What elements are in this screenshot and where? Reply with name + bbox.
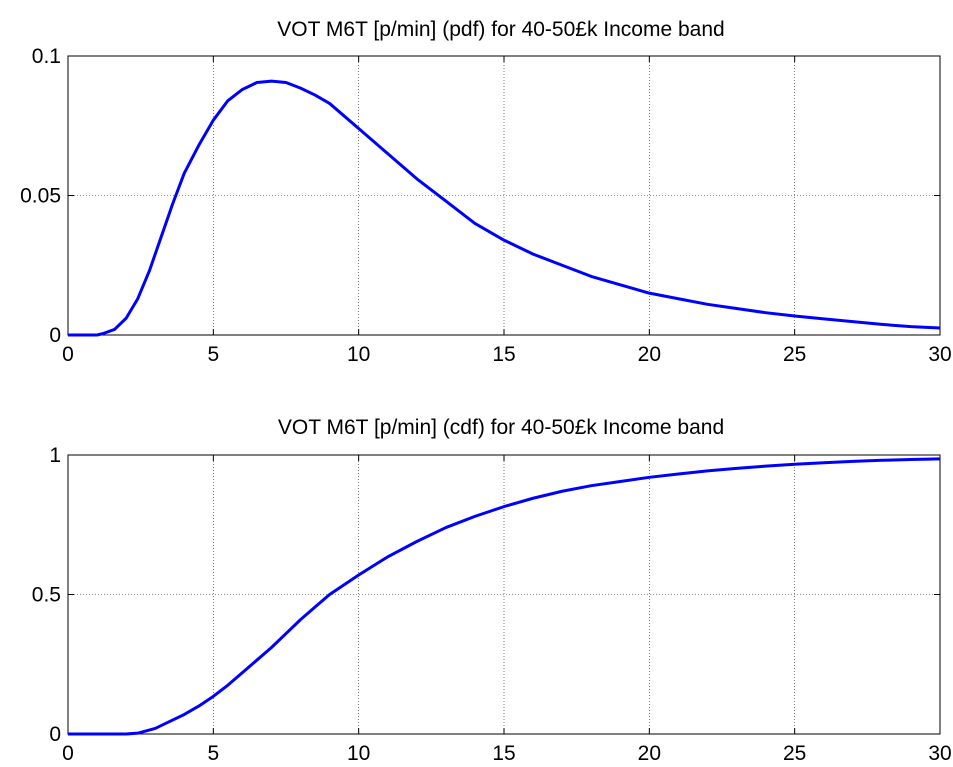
pdf-x-tick-label: 0 [62, 343, 74, 366]
cdf-chart: VOT M6T [p/min] (cdf) for 40-50£k Income… [32, 416, 952, 765]
pdf-x-tick-label: 10 [347, 343, 370, 366]
pdf-x-tick-label: 30 [928, 343, 951, 366]
cdf-x-tick-label: 10 [347, 742, 370, 765]
pdf-y-tick-label: 0.1 [32, 45, 61, 68]
pdf-grid [68, 56, 940, 335]
cdf-chart-title: VOT M6T [p/min] (cdf) for 40-50£k Income… [278, 416, 724, 439]
pdf-curve [68, 79, 941, 337]
cdf-x-tick-label: 15 [492, 742, 515, 765]
cdf-x-tick-label: 0 [62, 742, 74, 765]
pdf-ticks [67, 55, 941, 336]
pdf-x-tick-label: 20 [638, 343, 661, 366]
pdf-x-tick-label: 25 [783, 343, 806, 366]
pdf-y-tick-label: 0 [49, 324, 61, 347]
pdf-y-tick-labels: 0 0.05 0.1 [20, 45, 61, 347]
cdf-x-tick-label: 5 [207, 742, 219, 765]
pdf-x-tick-labels: 0 5 10 15 20 25 30 [62, 343, 952, 366]
cdf-y-tick-labels: 00.51 [32, 444, 61, 746]
cdf-curve [68, 457, 941, 736]
cdf-y-tick-label: 0 [49, 723, 61, 746]
cdf-y-tick-label: 0.5 [32, 584, 61, 607]
pdf-x-tick-label: 15 [492, 343, 515, 366]
cdf-x-tick-labels: 0 5 10 15 20 25 30 [62, 742, 952, 765]
pdf-x-tick-label: 5 [207, 343, 219, 366]
cdf-y-tick-label: 1 [49, 444, 61, 467]
pdf-y-tick-label: 0.05 [20, 185, 61, 208]
cdf-x-tick-label: 20 [638, 742, 661, 765]
cdf-x-tick-label: 25 [783, 742, 806, 765]
pdf-chart-title: VOT M6T [p/min] (pdf) for 40-50£k Income… [277, 18, 724, 41]
pdf-chart: VOT M6T [p/min] (pdf) for 40-50£k Income… [20, 18, 952, 366]
cdf-x-tick-label: 30 [928, 742, 951, 765]
cdf-grid [68, 455, 940, 734]
